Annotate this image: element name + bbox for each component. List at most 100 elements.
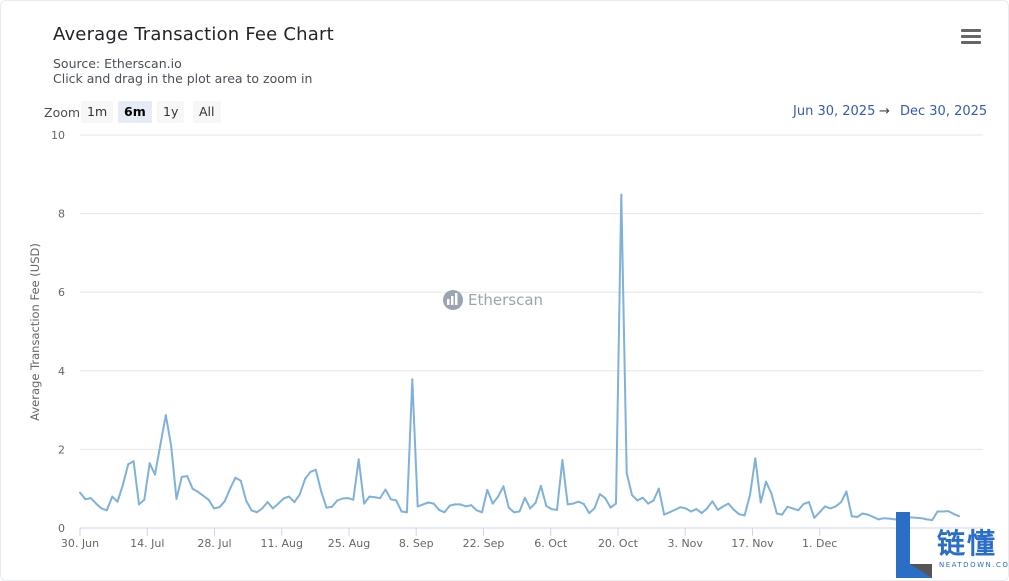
data-point bbox=[363, 502, 366, 505]
data-point bbox=[840, 501, 843, 504]
range-to-input[interactable]: Dec 30, 2025 bbox=[900, 104, 988, 119]
range-from-input[interactable]: Jun 30, 2025 bbox=[793, 104, 876, 119]
data-point bbox=[175, 497, 178, 500]
data-point bbox=[186, 475, 189, 478]
data-point bbox=[384, 488, 387, 491]
data-point bbox=[79, 491, 81, 494]
data-point bbox=[577, 500, 580, 503]
data-point bbox=[615, 502, 617, 505]
x-tick-label: 1. Dec bbox=[802, 537, 837, 550]
data-point bbox=[475, 509, 478, 512]
zoom-label: Zoom bbox=[44, 105, 81, 120]
data-point bbox=[620, 193, 623, 196]
data-point bbox=[909, 516, 912, 519]
zoom-1y-button[interactable]: 1y bbox=[157, 101, 185, 123]
data-point bbox=[266, 501, 269, 504]
data-point bbox=[304, 477, 307, 480]
zoom-all-button[interactable]: All bbox=[193, 101, 221, 123]
data-point bbox=[609, 506, 612, 509]
data-point bbox=[154, 473, 156, 476]
data-point bbox=[84, 498, 87, 501]
data-point bbox=[807, 501, 810, 504]
data-point bbox=[952, 512, 955, 515]
data-point bbox=[845, 490, 848, 493]
data-point bbox=[824, 505, 826, 508]
data-point bbox=[754, 457, 757, 460]
data-point bbox=[534, 501, 537, 504]
data-point bbox=[111, 495, 114, 498]
data-point bbox=[298, 493, 301, 496]
data-point bbox=[497, 495, 500, 498]
data-point bbox=[673, 508, 676, 511]
data-point bbox=[765, 480, 767, 483]
data-point bbox=[625, 472, 628, 474]
data-point bbox=[132, 460, 135, 463]
data-point bbox=[636, 499, 639, 502]
data-point bbox=[893, 518, 896, 521]
data-point bbox=[245, 499, 248, 502]
data-point bbox=[170, 444, 173, 447]
data-point bbox=[775, 512, 778, 515]
data-point bbox=[604, 497, 607, 500]
data-point bbox=[448, 504, 451, 507]
data-point bbox=[207, 498, 210, 501]
data-point bbox=[941, 510, 944, 513]
data-point bbox=[143, 498, 146, 501]
data-point bbox=[727, 502, 730, 505]
zoom-6m-button[interactable]: 6m bbox=[118, 101, 152, 123]
data-point bbox=[395, 499, 398, 502]
data-point bbox=[100, 507, 103, 510]
data-point bbox=[663, 513, 666, 516]
range-arrow: → bbox=[879, 104, 890, 119]
data-point bbox=[700, 512, 703, 515]
data-point bbox=[261, 507, 264, 510]
data-point bbox=[593, 507, 596, 510]
x-tick-label: 8. Sep bbox=[399, 537, 434, 550]
data-point bbox=[320, 490, 323, 493]
y-tick-label: 10 bbox=[51, 129, 65, 142]
data-point bbox=[770, 492, 773, 495]
hamburger-menu-icon[interactable] bbox=[958, 26, 984, 48]
data-point bbox=[561, 459, 564, 461]
data-point bbox=[582, 503, 585, 505]
data-point bbox=[834, 505, 837, 508]
data-point bbox=[695, 508, 698, 511]
data-point bbox=[293, 501, 296, 504]
data-point bbox=[416, 505, 419, 508]
data-point bbox=[888, 517, 891, 520]
data-point bbox=[749, 494, 751, 496]
zoom-1m-button[interactable]: 1m bbox=[81, 101, 114, 123]
data-point bbox=[539, 484, 542, 487]
data-point bbox=[309, 470, 312, 473]
data-point bbox=[781, 513, 784, 516]
y-tick-label: 2 bbox=[58, 443, 65, 456]
data-point bbox=[213, 507, 215, 510]
data-point bbox=[277, 502, 280, 505]
data-point bbox=[368, 495, 371, 498]
x-axis: 30. Jun 14. Jul 28. Jul 11. Aug 25. Aug 8. Se… bbox=[61, 528, 837, 550]
x-tick-label: 30. Jun bbox=[61, 537, 99, 550]
data-point bbox=[459, 503, 462, 506]
x-tick-label: 6. Oct bbox=[534, 537, 568, 550]
data-point bbox=[813, 516, 816, 519]
data-point bbox=[400, 510, 403, 513]
data-point bbox=[690, 510, 692, 513]
data-point bbox=[550, 508, 553, 511]
data-point bbox=[556, 508, 558, 511]
data-point bbox=[282, 497, 285, 500]
neatdown-logo-icon bbox=[896, 512, 1004, 578]
data-point bbox=[936, 510, 939, 513]
y-tick-label: 0 bbox=[58, 522, 65, 535]
data-point bbox=[711, 500, 714, 503]
data-point bbox=[250, 509, 253, 512]
data-point bbox=[271, 507, 274, 510]
data-point bbox=[202, 494, 205, 497]
data-point bbox=[470, 504, 473, 507]
data-point bbox=[127, 463, 130, 466]
x-tick-label: 11. Aug bbox=[260, 537, 302, 550]
x-tick-label: 28. Jul bbox=[197, 537, 231, 550]
data-point bbox=[856, 516, 859, 518]
data-point bbox=[668, 511, 671, 514]
etherscan-logo-icon bbox=[443, 290, 463, 310]
